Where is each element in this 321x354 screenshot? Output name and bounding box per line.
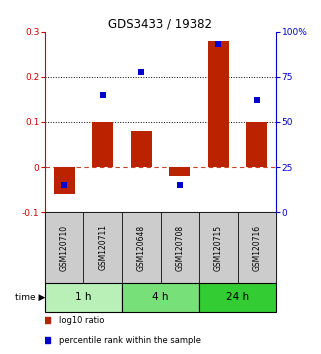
Point	[139, 69, 144, 74]
Point	[254, 97, 259, 103]
Bar	[122, 283, 199, 312]
Text: GSM120648: GSM120648	[137, 224, 146, 270]
Bar	[160, 212, 199, 283]
Text: percentile rank within the sample: percentile rank within the sample	[59, 336, 201, 345]
Bar	[131, 131, 152, 167]
Point	[100, 92, 105, 98]
Point	[62, 182, 67, 188]
Text: 4 h: 4 h	[152, 292, 169, 302]
Bar	[238, 212, 276, 283]
Bar	[208, 41, 229, 167]
Bar	[45, 212, 83, 283]
Text: log10 ratio: log10 ratio	[59, 316, 104, 325]
Text: time ▶: time ▶	[14, 293, 45, 302]
Bar	[246, 122, 267, 167]
Text: GSM120715: GSM120715	[214, 224, 223, 270]
Text: 1 h: 1 h	[75, 292, 92, 302]
Text: 24 h: 24 h	[226, 292, 249, 302]
Text: GSM120710: GSM120710	[60, 224, 69, 270]
Bar	[122, 212, 160, 283]
Text: GSM120711: GSM120711	[98, 224, 107, 270]
Bar	[199, 212, 238, 283]
Bar	[92, 122, 113, 167]
Bar	[169, 167, 190, 176]
Point	[177, 182, 182, 188]
Bar	[199, 283, 276, 312]
Title: GDS3433 / 19382: GDS3433 / 19382	[108, 18, 213, 31]
Bar	[83, 212, 122, 283]
Text: GSM120708: GSM120708	[175, 224, 184, 270]
Bar	[45, 283, 122, 312]
Point	[216, 42, 221, 47]
Bar	[54, 167, 75, 194]
Text: GSM120716: GSM120716	[252, 224, 261, 270]
